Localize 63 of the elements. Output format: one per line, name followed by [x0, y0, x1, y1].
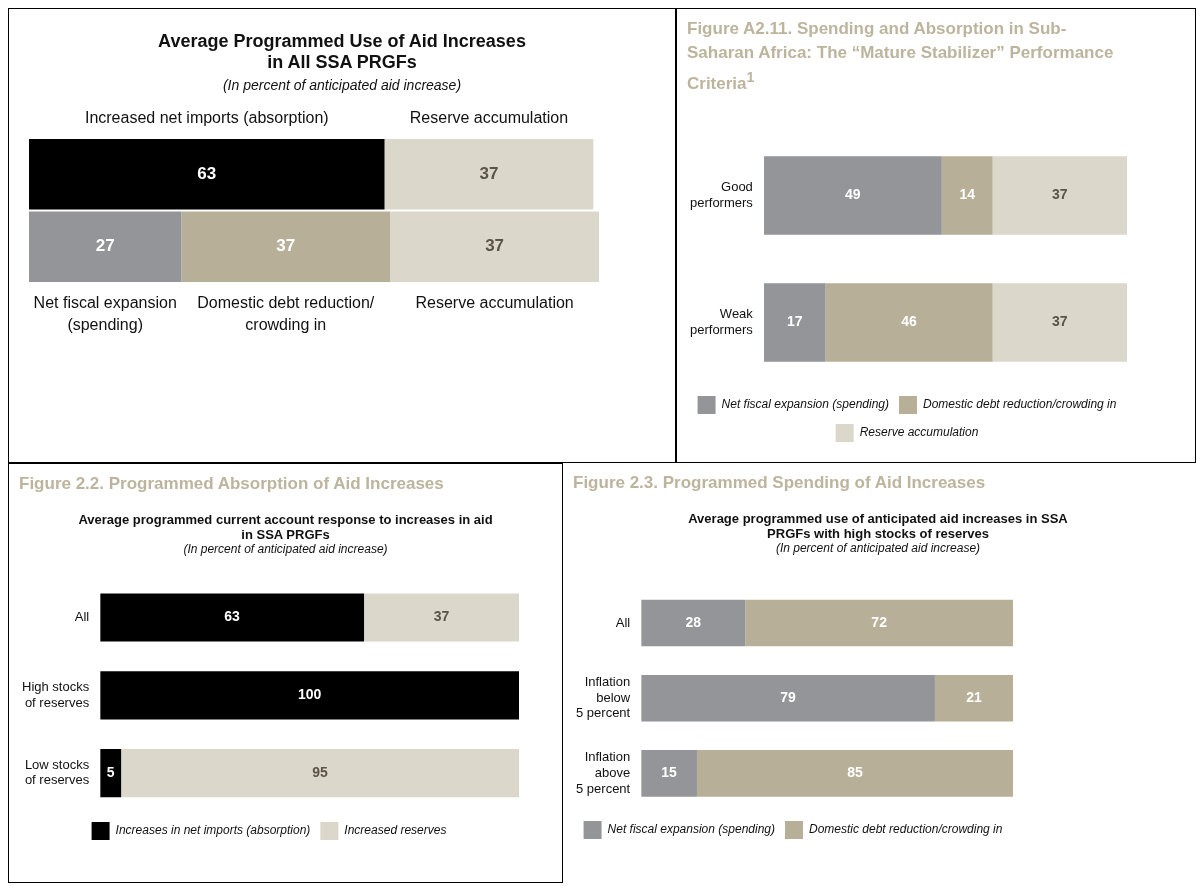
chart-title: Figure A2.11. Spending and Absorption in Sub-Saharan Africa: The “Mature Stabilizer” Performance Criteria$^{1}$	[687, 18, 1115, 95]
data-label: 37	[276, 236, 296, 256]
data-label: 49	[845, 186, 861, 203]
chart-subtitle: (In percent of anticipated aid increase)	[221, 77, 463, 93]
data-label: 27	[95, 236, 115, 256]
data-label: 28	[685, 613, 702, 630]
text: (In percent of anticipated aid increase)	[182, 542, 389, 556]
legend-label: Domestic debt reduction/crowding in	[923, 397, 1117, 411]
bar	[641, 674, 935, 722]
legend-label: Increases in net imports (absorption)	[115, 823, 311, 838]
data-label: 37	[433, 608, 450, 625]
bar	[763, 155, 942, 235]
series-label: Reserve accumulation	[415, 294, 574, 312]
bar	[696, 750, 1013, 797]
y-tick-label: All	[615, 614, 631, 630]
data-label: 15	[661, 764, 678, 781]
series-label: Reserve accumulation	[409, 109, 569, 127]
chart-subtitle: Average programmed use of anticipated aid increases in SSA PRGFs with high stocks of reserves	[687, 511, 1069, 541]
bar	[825, 282, 993, 362]
data-label: 37	[1052, 313, 1068, 330]
data-label: 72	[871, 613, 888, 630]
chart-title: Figure 2.3. Programmed Spending of Aid Increases	[573, 472, 987, 494]
chart-subtitle: Average programmed current account response to increases in aid in SSA PRGFs	[77, 512, 494, 542]
y-tick-label: Weak performers	[689, 305, 754, 337]
data-label: 17	[786, 313, 803, 330]
legend-label: Increased reserves	[344, 823, 447, 838]
data-label: 46	[901, 313, 918, 330]
y-tick-label: High stocks of reserves	[21, 679, 90, 710]
legend-label: Net fiscal expansion (spending)	[607, 822, 776, 837]
y-tick-label: Good performers	[689, 178, 754, 210]
series-label: Domestic debt reduction/ crowding in	[197, 294, 375, 334]
data-label: 95	[312, 763, 329, 780]
legend-label: Net fiscal expansion (spending)	[721, 397, 890, 411]
chart-title: Figure 2.2. Programmed Absorption of Aid Increases	[19, 473, 445, 495]
bar	[992, 282, 1127, 362]
data-label: 63	[224, 608, 241, 625]
y-tick-label: Inflation below 5 percent	[576, 674, 631, 721]
data-label: 37	[479, 163, 499, 183]
legend-label: Domestic debt reduction/crowding in	[809, 822, 1003, 837]
bar	[934, 674, 1013, 722]
data-label: 79	[780, 689, 797, 706]
data-label: 5	[106, 763, 115, 780]
bar	[745, 599, 1013, 647]
bar	[763, 282, 826, 362]
bar	[941, 155, 993, 235]
data-label: 37	[485, 236, 505, 256]
data-label: 85	[847, 764, 863, 781]
data-label: 14	[959, 186, 976, 203]
series-label: Net fiscal expansion (spending)	[33, 294, 177, 334]
series-label: Increased net imports (absorption)	[84, 109, 329, 127]
data-label: 63	[197, 163, 217, 183]
bar	[992, 155, 1127, 235]
legend-label: Reserve accumulation	[859, 425, 979, 439]
bar	[641, 599, 746, 647]
y-tick-label: Low stocks of reserves	[24, 756, 90, 788]
data-label: 100	[297, 686, 322, 703]
data-label: 37	[1052, 186, 1068, 203]
chart-title: Average Programmed Use of Aid Increases in All SSA PRGFs	[157, 31, 527, 73]
text: (In percent of anticipated aid increase)	[774, 541, 982, 555]
bar	[641, 750, 697, 797]
y-tick-label: Inflation above 5 percent	[576, 749, 631, 796]
data-label: 21	[966, 689, 982, 706]
y-tick-label: All	[74, 609, 90, 625]
